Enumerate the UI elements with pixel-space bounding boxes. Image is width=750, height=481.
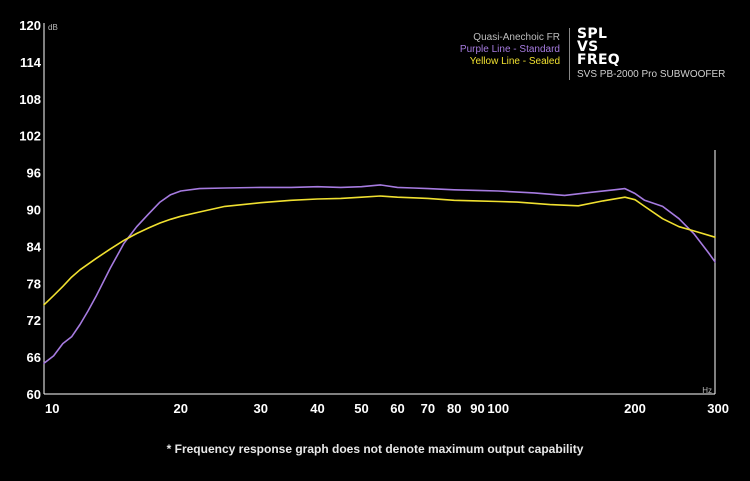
legend-purple-entry: Purple Line - Standard — [459, 44, 560, 55]
x-tick-label: 30 — [254, 401, 268, 416]
yellow-series-line — [43, 195, 716, 306]
y-unit-label: dB — [48, 23, 58, 32]
x-tick-label: 300 — [707, 401, 729, 416]
y-tick-label: 78 — [27, 276, 41, 291]
y-tick-label: 66 — [27, 350, 41, 365]
brand-block: SPL VS FREQ SVS PB-2000 Pro SUBWOOFER — [569, 26, 726, 80]
y-tick-label: 72 — [27, 313, 41, 328]
x-tick-label: 20 — [174, 401, 188, 416]
x-unit-label: Hz — [702, 386, 712, 395]
x-tick-label: 200 — [624, 401, 646, 416]
y-tick-label: 120 — [19, 18, 41, 33]
x-tick-label: 90 — [470, 401, 484, 416]
legend-title: Quasi-Anechoic FR — [473, 32, 560, 43]
x-tick-label: 60 — [390, 401, 404, 416]
x-tick-label: 80 — [447, 401, 461, 416]
y-tick-label: 114 — [20, 55, 42, 70]
purple-series-line — [43, 184, 716, 365]
brand-spl: SPL — [577, 26, 608, 42]
x-tick-label: 100 — [487, 401, 509, 416]
y-tick-label: 84 — [27, 239, 42, 254]
legend: Quasi-Anechoic FR Purple Line - Standard… — [460, 32, 560, 68]
x-tick-label: 40 — [310, 401, 324, 416]
y-axis-ticks: 60 66 72 78 84 90 96 102 108 114 120 — [19, 18, 41, 402]
series-lines — [43, 184, 716, 365]
y-tick-label: 102 — [19, 129, 41, 144]
x-axis-ticks: 10 20 30 40 50 60 70 80 90 100 200 300 — [45, 401, 729, 416]
y-tick-label: 96 — [27, 166, 41, 181]
brand-subtitle: SVS PB-2000 Pro SUBWOOFER — [577, 69, 726, 80]
x-tick-label: 70 — [421, 401, 435, 416]
footnote: * Frequency response graph does not deno… — [166, 442, 584, 456]
y-tick-label: 90 — [27, 203, 41, 218]
legend-yellow-entry: Yellow Line - Sealed — [469, 56, 560, 67]
x-tick-label: 50 — [354, 401, 368, 416]
x-tick-label: 10 — [45, 401, 59, 416]
y-tick-label: 60 — [27, 387, 41, 402]
brand-vs: VS — [577, 39, 599, 55]
brand-freq: FREQ — [577, 52, 621, 68]
y-tick-label: 108 — [19, 92, 41, 107]
